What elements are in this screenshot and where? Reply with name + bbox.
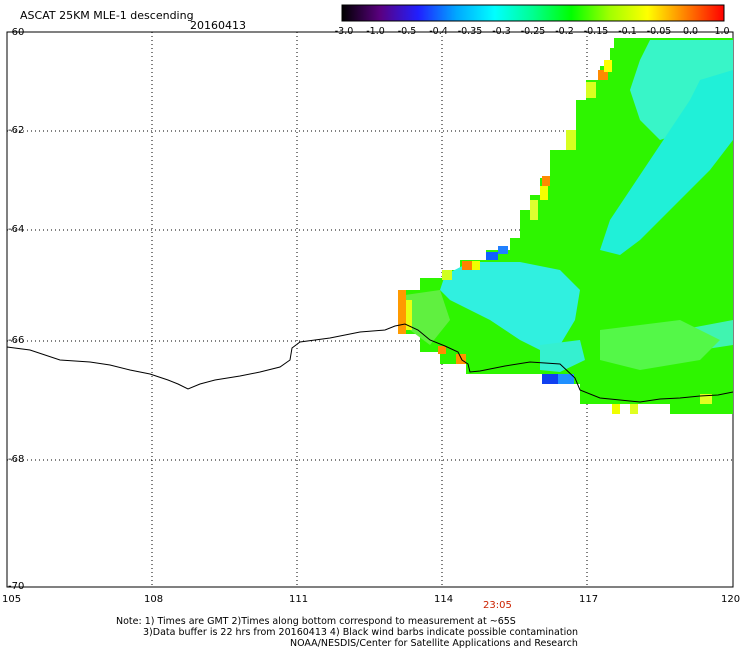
cell-blue (542, 374, 558, 384)
cell-yellow (612, 404, 620, 414)
cell-yellow (586, 82, 596, 98)
green-patch-west (405, 290, 450, 345)
colorbar-tick-label: -0.05 (646, 26, 672, 37)
pass-time-label: 23:05 (483, 600, 512, 611)
colorbar-tick-label: -0.15 (583, 26, 609, 37)
note-line-3: NOAA/NESDIS/Center for Satellite Applica… (290, 638, 578, 649)
cell-blue (498, 246, 508, 254)
cell-yellow (406, 300, 412, 330)
colorbar (341, 4, 725, 22)
colorbar-tick-label: -3.0 (334, 26, 354, 37)
cyan-region-north (630, 40, 733, 140)
colorbar-tick-label: -0.35 (457, 26, 483, 37)
cell-yellow (540, 186, 548, 200)
cell-blue (486, 252, 498, 260)
map-title: ASCAT 25KM MLE-1 descending (20, 9, 194, 22)
colorbar-ramp (341, 4, 725, 22)
colorbar-tick-label: -0.3 (492, 26, 511, 37)
cell-yellow (472, 261, 480, 270)
cell-yellow (604, 60, 612, 72)
lat-label: -66 (8, 335, 25, 346)
lon-label: 105 (2, 594, 22, 605)
colorbar-tick-label: 1.0 (714, 26, 730, 37)
cell-orange (542, 176, 550, 186)
cell-orange (438, 346, 446, 354)
swath-base (398, 38, 733, 414)
lat-label: -68 (8, 454, 25, 465)
colorbar-tick-label: -0.4 (429, 26, 448, 37)
lat-label: -64 (8, 224, 25, 235)
note-line-2: 3)Data buffer is 22 hrs from 20160413 4)… (143, 627, 579, 638)
cell-orange (398, 290, 406, 334)
coastline (6, 323, 734, 403)
lat-label: -62 (8, 125, 25, 136)
lon-label: 117 (579, 594, 599, 605)
lon-label: 111 (289, 594, 309, 605)
swath-data (398, 38, 733, 414)
cell-yellow (530, 200, 538, 220)
lat-label: -60 (8, 27, 25, 38)
colorbar-tick-label: -1.0 (366, 26, 385, 37)
colorbar-tick-label: 0.0 (682, 26, 699, 37)
cyan-region-center (440, 262, 580, 350)
cell-yellow (630, 404, 638, 414)
cell-yellow (700, 394, 712, 404)
colorbar-tick-label: -0.25 (520, 26, 546, 37)
lon-label: 114 (434, 594, 454, 605)
map-date: 20160413 (190, 19, 246, 32)
cell-yellow (566, 130, 576, 150)
colorbar-tick-label: -0.1 (618, 26, 637, 37)
green-patch-east (600, 320, 720, 370)
cell-orange (598, 70, 608, 80)
cell-yellow (442, 270, 452, 280)
colorbar-tick-label: -0.5 (397, 26, 417, 37)
lat-label: -70 (8, 581, 25, 592)
cyan-region-band (600, 70, 733, 255)
lon-label: 108 (144, 594, 164, 605)
cyan-region-se (540, 340, 585, 372)
cell-blue (558, 374, 574, 384)
note-line-1: Note: 1) Times are GMT 2)Times along bot… (116, 616, 516, 627)
cell-orange (462, 261, 472, 270)
colorbar-tick-label: -0.2 (555, 26, 574, 37)
lon-label: 120 (721, 594, 740, 605)
